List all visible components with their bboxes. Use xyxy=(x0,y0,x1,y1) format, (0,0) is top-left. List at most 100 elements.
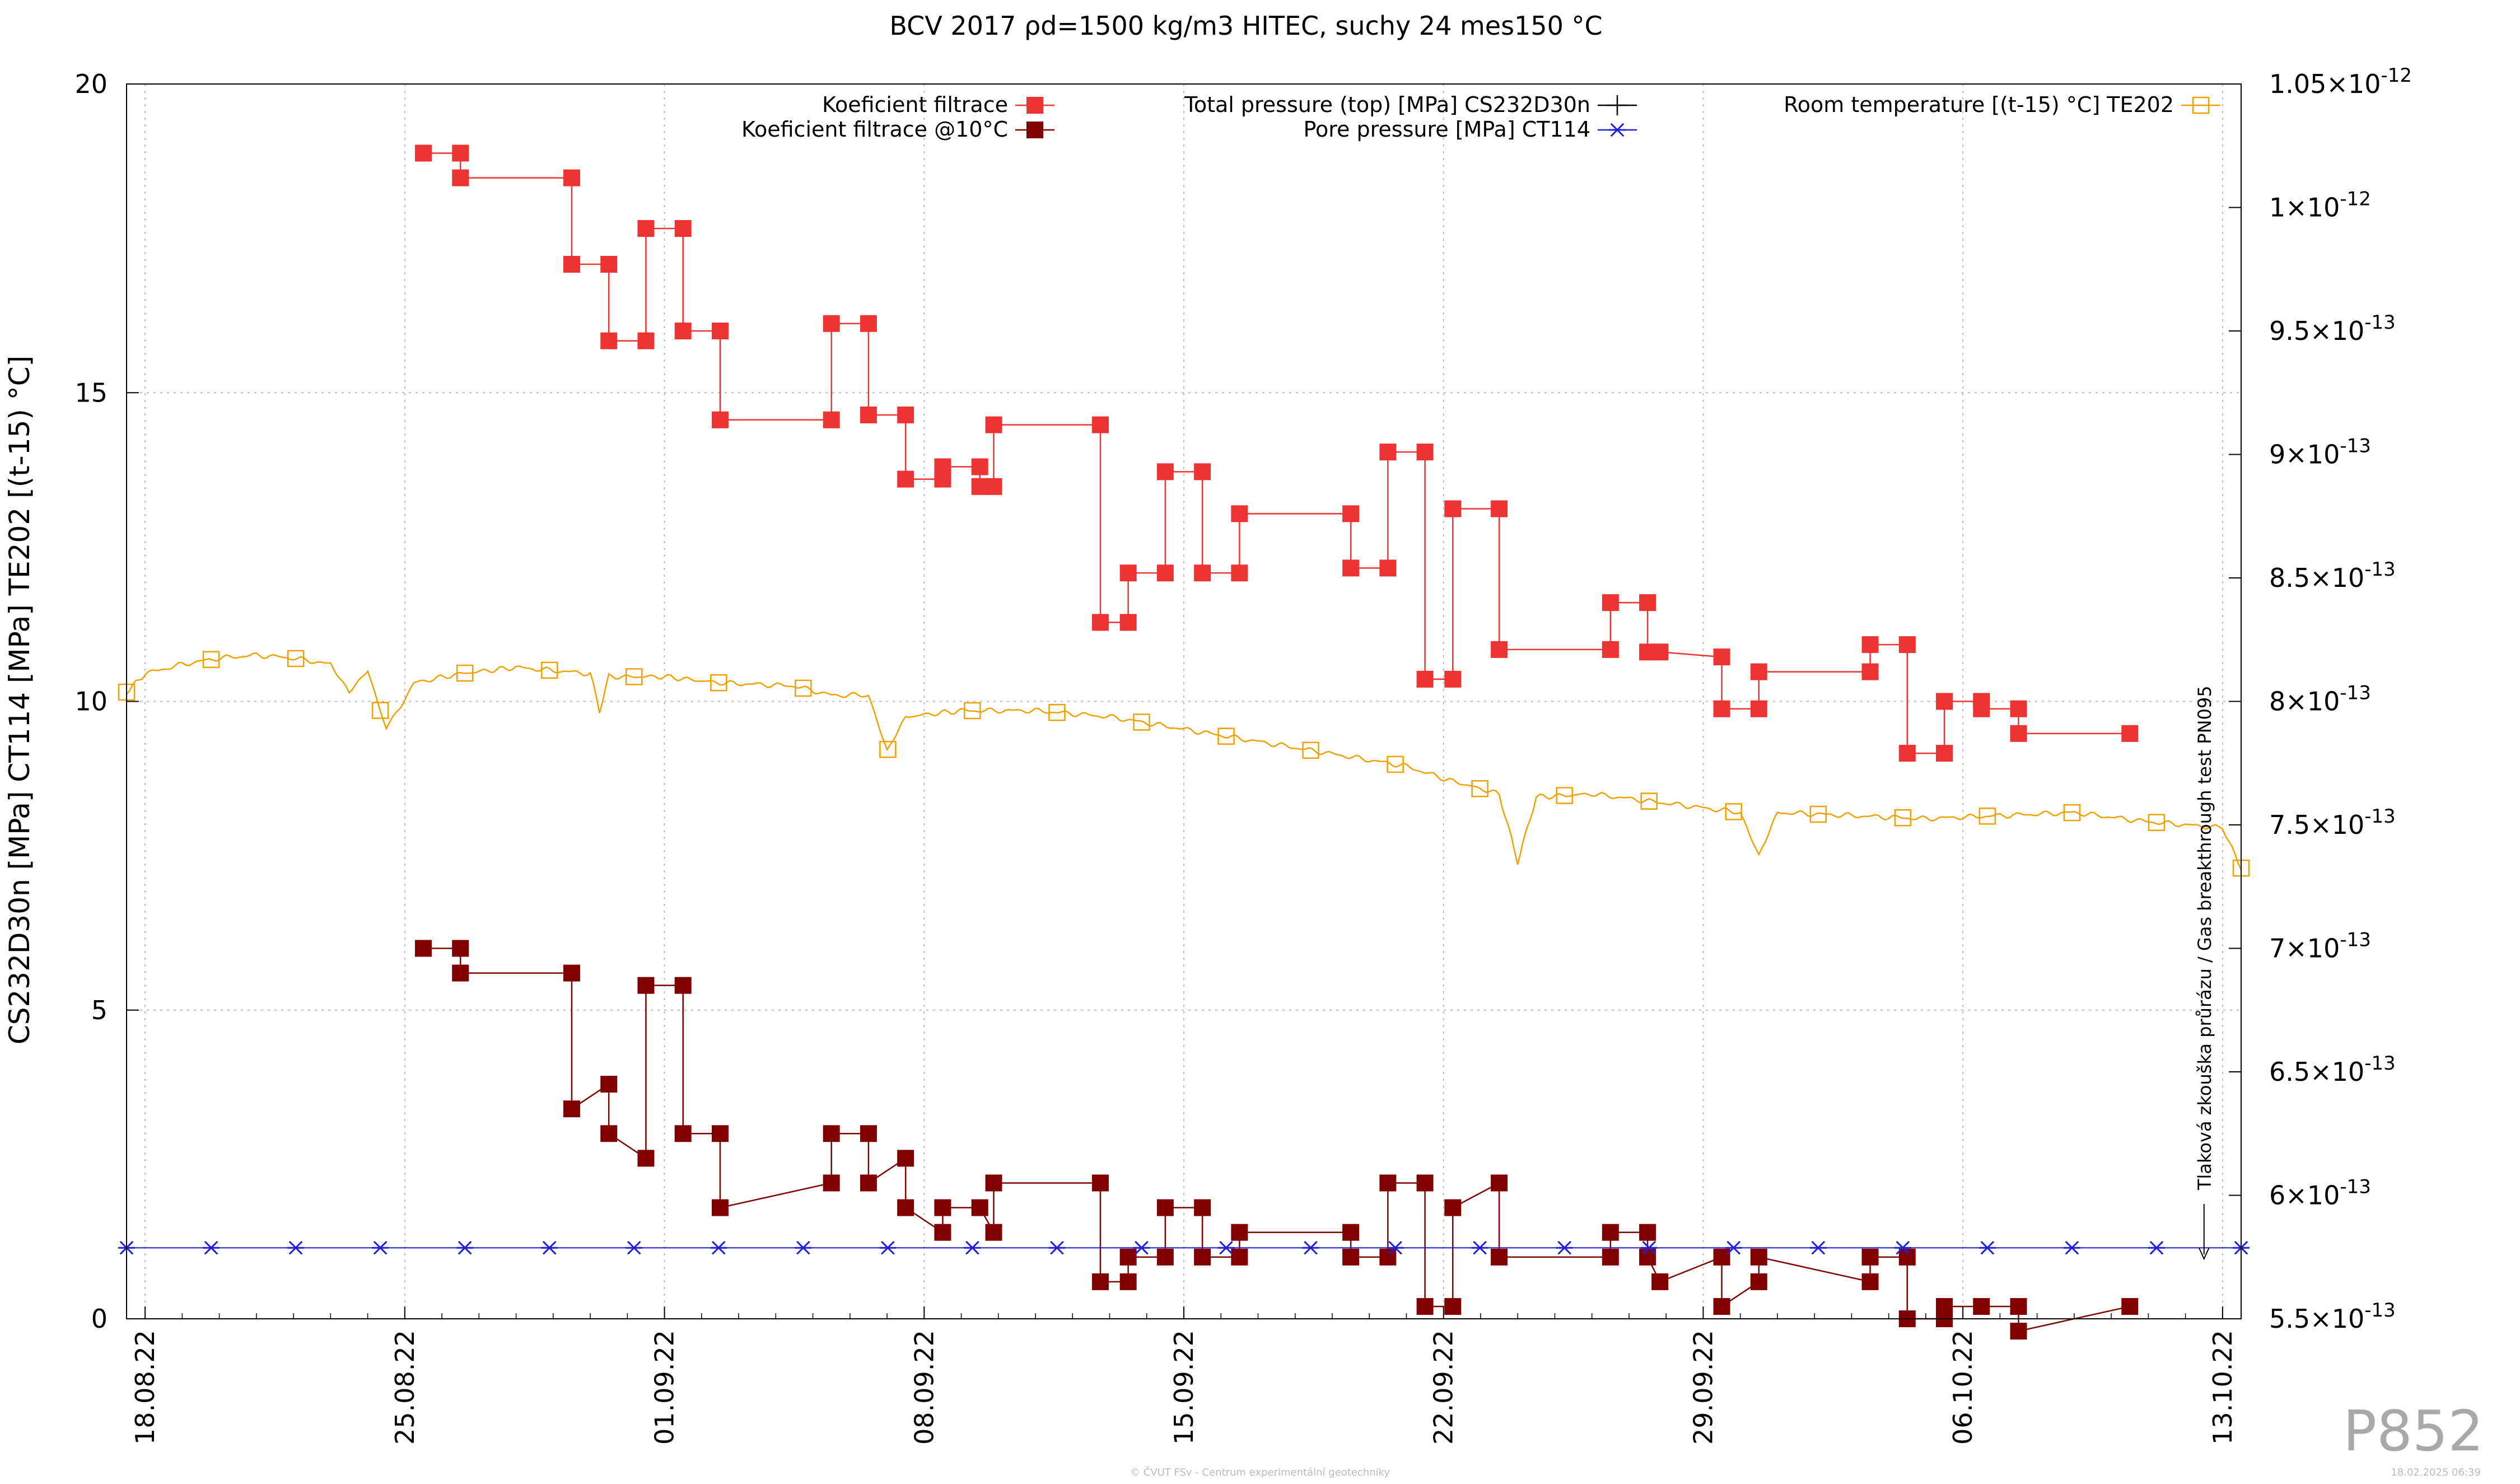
data-point xyxy=(1750,1248,1767,1266)
data-point xyxy=(1091,416,1109,433)
data-point xyxy=(711,411,729,428)
data-point xyxy=(1607,95,1627,115)
data-point xyxy=(971,1199,988,1216)
data-point xyxy=(1416,444,1434,461)
grid xyxy=(127,83,2241,1319)
footer-copyright: © ČVUT FSv - Centrum experimentální geot… xyxy=(1130,1466,1390,1478)
data-point xyxy=(1556,787,1573,804)
data-point xyxy=(1217,1240,1235,1255)
data-point xyxy=(637,332,655,349)
data-point xyxy=(2148,1240,2165,1255)
data-point xyxy=(456,1240,474,1255)
data-point xyxy=(823,1125,840,1142)
data-point xyxy=(1026,97,1043,114)
data-point xyxy=(1119,564,1137,582)
data-point xyxy=(452,169,469,186)
data-point xyxy=(1936,693,1953,710)
legend-label: Koeficient filtrace xyxy=(822,92,1008,117)
data-point xyxy=(1491,641,1508,658)
data-point xyxy=(1861,636,1879,654)
data-point xyxy=(1379,1174,1397,1192)
y2-tick-label: 8×10-13 xyxy=(2269,682,2371,717)
data-point xyxy=(934,1199,951,1216)
data-point xyxy=(1713,700,1730,717)
data-point xyxy=(1026,122,1043,138)
data-point xyxy=(1861,663,1879,680)
legend-label: Room temperature [(t-15) °C] TE202 xyxy=(1784,92,2174,117)
data-point xyxy=(1217,727,1235,745)
data-point xyxy=(1194,1248,1211,1266)
data-point xyxy=(1861,1248,1879,1266)
data-point xyxy=(934,1224,951,1241)
data-point xyxy=(1725,803,1743,820)
data-point xyxy=(1491,1248,1508,1266)
data-point xyxy=(674,220,692,237)
data-point xyxy=(823,315,840,332)
data-point xyxy=(1444,1199,1462,1216)
data-point xyxy=(2121,1298,2139,1315)
data-point xyxy=(1556,1240,1573,1255)
data-point xyxy=(1342,559,1360,577)
data-point xyxy=(711,1125,729,1142)
data-point xyxy=(541,1240,558,1255)
data-point xyxy=(1640,792,1658,810)
data-point xyxy=(1809,1240,1827,1255)
data-point xyxy=(1602,1248,1619,1266)
data-point xyxy=(1048,1240,1066,1255)
data-point xyxy=(1973,1298,1990,1315)
series-line xyxy=(423,152,2130,754)
legend-label: Koeficient filtrace @10°C xyxy=(741,117,1008,142)
data-point xyxy=(985,478,1002,495)
data-point xyxy=(674,977,692,994)
data-point xyxy=(1894,1240,1911,1255)
data-point xyxy=(897,406,914,423)
data-point xyxy=(625,668,643,685)
y-axis-label: CS232D30n [MPa] CT114 [MPa] TE202 [(t-15… xyxy=(3,356,36,1044)
legend-label: Total pressure (top) [MPa] CS232D30n xyxy=(1184,92,1590,117)
data-point xyxy=(1302,741,1319,759)
data-point xyxy=(637,1150,655,1167)
data-point xyxy=(1194,1199,1211,1216)
data-point xyxy=(1471,780,1488,797)
data-point xyxy=(1156,564,1174,582)
data-point xyxy=(1725,1240,1742,1255)
data-point xyxy=(897,470,914,488)
data-point xyxy=(674,1125,692,1142)
x-tick-label: 01.09.22 xyxy=(650,1330,680,1445)
y-tick-label: 10 xyxy=(74,687,108,717)
data-point xyxy=(1048,703,1066,721)
data-point xyxy=(626,1240,643,1255)
data-point xyxy=(1809,805,1827,823)
data-point xyxy=(1416,1174,1434,1192)
data-point xyxy=(1609,123,1626,137)
data-point xyxy=(1416,1298,1434,1315)
data-point xyxy=(563,1100,580,1118)
footer-timestamp: 18.02.2025 06:39 xyxy=(2391,1467,2481,1478)
annotation: Tlaková zkouška průrázu / Gas breakthrou… xyxy=(2194,685,2215,1261)
data-point xyxy=(1156,1248,1174,1266)
data-point xyxy=(456,664,474,682)
data-point xyxy=(203,1240,220,1255)
data-point xyxy=(795,1240,812,1255)
data-point xyxy=(1750,663,1767,680)
data-point xyxy=(1342,1248,1360,1266)
data-point xyxy=(1133,1240,1150,1255)
data-point xyxy=(452,964,469,982)
data-point xyxy=(2192,96,2210,114)
data-point xyxy=(879,741,897,758)
data-point xyxy=(2010,700,2027,717)
data-point xyxy=(1194,564,1211,582)
data-point xyxy=(2121,725,2139,742)
data-point xyxy=(371,702,389,719)
data-point xyxy=(1416,670,1434,688)
data-point xyxy=(1602,594,1619,612)
data-point xyxy=(934,458,951,475)
data-point xyxy=(964,702,981,720)
data-point xyxy=(600,1076,618,1093)
y-tick-label: 15 xyxy=(74,377,108,408)
series-3 xyxy=(118,1240,2250,1255)
data-point xyxy=(1936,1298,1953,1315)
data-point xyxy=(1444,1298,1462,1315)
series-layer xyxy=(118,144,2250,1340)
